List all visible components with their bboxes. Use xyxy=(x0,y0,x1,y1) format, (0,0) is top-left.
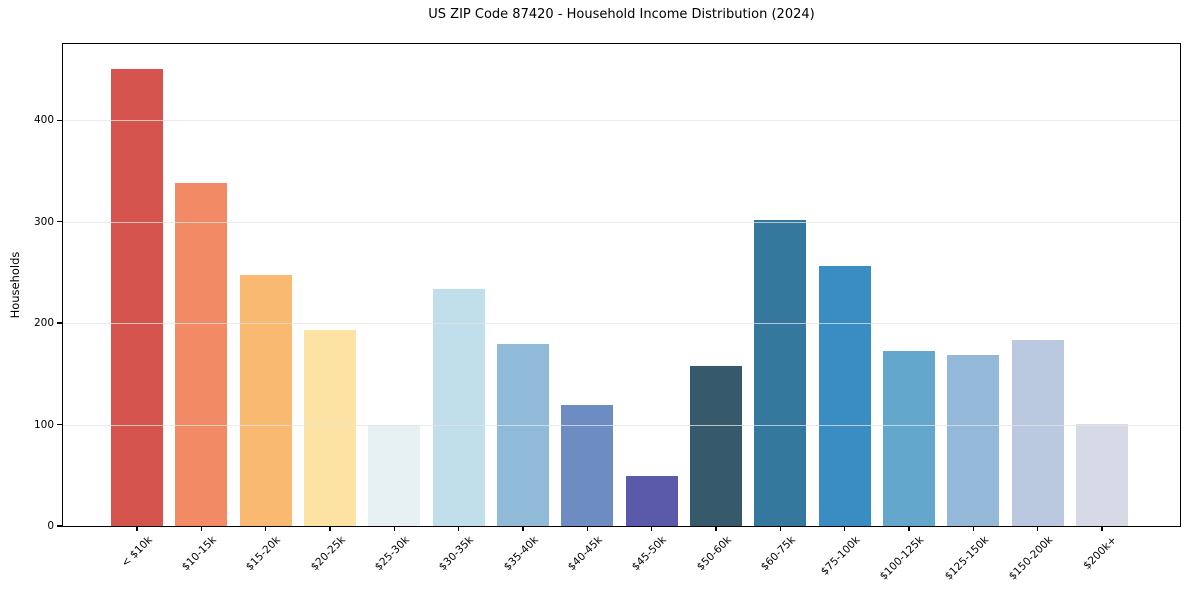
bar-20-25k xyxy=(304,330,356,526)
x-tick-mark xyxy=(651,526,653,531)
x-tick-label: $75-100k xyxy=(818,534,863,578)
bar-50-60k xyxy=(690,365,742,526)
x-tick-label: $30-35k xyxy=(437,534,477,574)
x-tick-mark xyxy=(200,526,202,531)
bar-45-50k xyxy=(625,476,678,526)
bar-200k xyxy=(1076,423,1128,526)
y-tick-mark xyxy=(57,119,62,121)
x-tick-label: $20-25k xyxy=(308,534,348,574)
x-tick-mark xyxy=(908,526,910,531)
bar-125-150k xyxy=(947,354,1000,526)
x-tick-mark xyxy=(715,526,717,531)
x-tick-mark xyxy=(136,526,138,531)
x-tick-mark xyxy=(1101,526,1103,531)
bar-35-40k xyxy=(497,344,549,526)
x-tick-mark xyxy=(586,526,588,531)
bar-10-15k xyxy=(175,183,228,526)
x-tick-mark xyxy=(1037,526,1039,531)
chart-title: US ZIP Code 87420 - Household Income Dis… xyxy=(428,7,815,22)
x-tick-mark xyxy=(458,526,460,531)
y-tick-mark xyxy=(57,423,62,426)
x-tick-label: $15-20k xyxy=(244,534,284,574)
gridline-200 xyxy=(63,323,1180,325)
bar-60-75k xyxy=(754,219,807,526)
x-tick-label: $10-15k xyxy=(179,534,219,574)
x-tick-label: $200k+ xyxy=(1081,534,1120,572)
y-tick-label: 0 xyxy=(47,520,54,532)
y-tick-mark xyxy=(57,322,62,324)
y-tick-label: 400 xyxy=(33,114,54,127)
y-tick-label: 200 xyxy=(33,317,54,330)
x-tick-label: $50-60k xyxy=(694,534,734,574)
x-tick-label: $60-75k xyxy=(758,534,798,574)
y-tick-mark xyxy=(57,220,62,223)
x-tick-label: $150-200k xyxy=(1006,534,1056,583)
x-tick-label: $125-150k xyxy=(942,534,991,583)
bar-10k xyxy=(111,69,163,526)
x-tick-label: < $10k xyxy=(118,534,155,570)
bar-150-200k xyxy=(1011,340,1064,526)
x-tick-label: $100-125k xyxy=(877,534,927,583)
x-tick-label: $35-40k xyxy=(501,534,541,574)
gridline-300 xyxy=(63,221,1180,223)
bar-25-30k xyxy=(368,424,421,526)
y-tick-label: 300 xyxy=(33,215,54,228)
gridline-100 xyxy=(63,424,1180,426)
bar-30-35k xyxy=(432,288,485,526)
gridline-400 xyxy=(63,120,1180,122)
x-tick-mark xyxy=(522,526,524,531)
x-tick-mark xyxy=(972,526,974,531)
bar-15-20k xyxy=(239,275,292,526)
x-tick-mark xyxy=(393,526,395,531)
x-tick-label: $40-45k xyxy=(565,534,605,574)
bar-40-45k xyxy=(561,405,614,526)
x-tick-mark xyxy=(329,526,331,531)
y-axis-label: Households xyxy=(8,251,22,319)
x-tick-mark xyxy=(779,526,781,531)
x-tick-mark xyxy=(265,526,267,531)
bar-75-100k xyxy=(818,266,871,526)
x-tick-label: $25-30k xyxy=(372,534,412,574)
plot-area xyxy=(62,43,1181,527)
y-tick-mark xyxy=(57,525,62,527)
y-tick-label: 100 xyxy=(33,418,54,431)
x-tick-mark xyxy=(844,526,846,531)
bar-100-125k xyxy=(883,350,935,526)
x-tick-label: $45-50k xyxy=(630,534,670,574)
